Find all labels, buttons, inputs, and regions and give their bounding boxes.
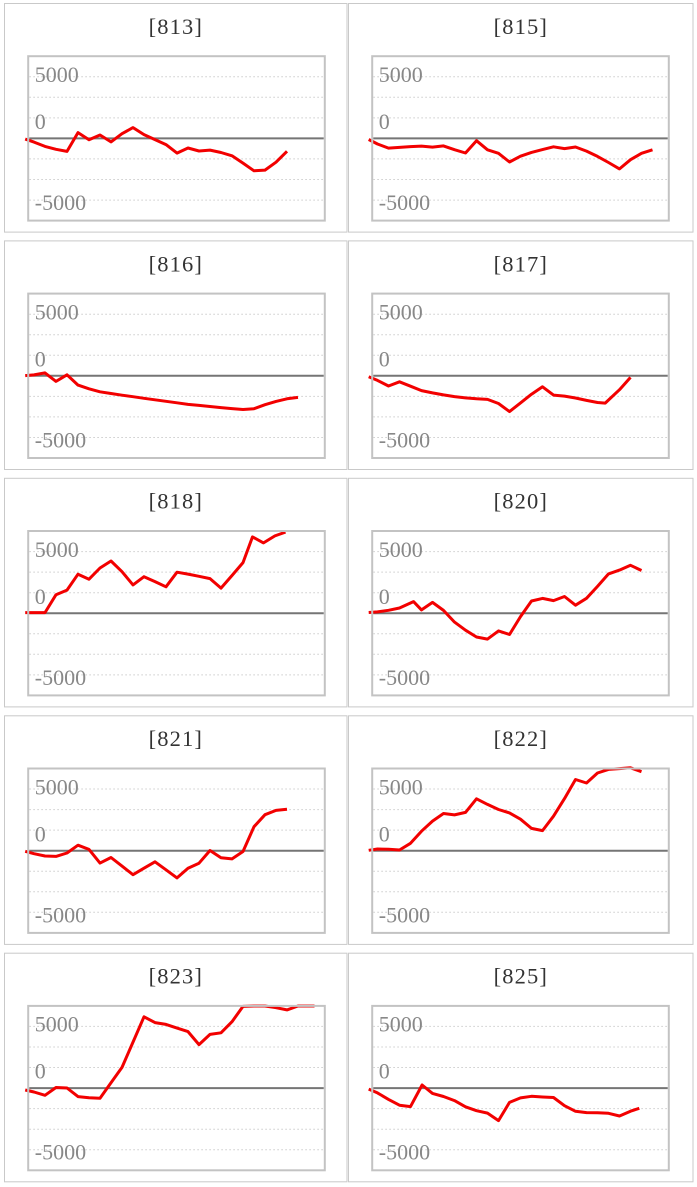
svg-text:5000: 5000 — [35, 774, 79, 799]
svg-text:0: 0 — [379, 346, 390, 371]
svg-text:[817]: [817] — [494, 251, 548, 276]
svg-text:[815]: [815] — [494, 14, 548, 39]
svg-text:5000: 5000 — [379, 1012, 423, 1037]
svg-text:[816]: [816] — [149, 251, 203, 276]
svg-text:0: 0 — [379, 584, 390, 609]
svg-text:5000: 5000 — [35, 537, 79, 562]
svg-text:-5000: -5000 — [379, 427, 430, 452]
svg-text:-5000: -5000 — [379, 902, 430, 927]
svg-text:0: 0 — [379, 1059, 390, 1084]
svg-text:[823]: [823] — [149, 964, 203, 989]
svg-text:5000: 5000 — [35, 62, 79, 87]
svg-text:-5000: -5000 — [35, 902, 86, 927]
svg-text:-5000: -5000 — [35, 665, 86, 690]
svg-text:[813]: [813] — [149, 14, 203, 39]
svg-text:-5000: -5000 — [35, 1140, 86, 1165]
svg-text:[825]: [825] — [494, 964, 548, 989]
svg-text:0: 0 — [35, 821, 46, 846]
svg-text:0: 0 — [379, 109, 390, 134]
svg-text:5000: 5000 — [35, 299, 79, 324]
svg-text:5000: 5000 — [379, 299, 423, 324]
svg-text:0: 0 — [379, 821, 390, 846]
svg-text:5000: 5000 — [379, 774, 423, 799]
svg-text:[822]: [822] — [494, 726, 548, 751]
svg-text:[821]: [821] — [149, 726, 203, 751]
svg-text:5000: 5000 — [35, 1012, 79, 1037]
svg-text:0: 0 — [35, 346, 46, 371]
svg-text:-5000: -5000 — [379, 665, 430, 690]
svg-text:-5000: -5000 — [35, 190, 86, 215]
svg-text:-5000: -5000 — [35, 427, 86, 452]
svg-text:[818]: [818] — [149, 489, 203, 514]
svg-text:[820]: [820] — [494, 489, 548, 514]
svg-text:5000: 5000 — [379, 62, 423, 87]
svg-text:0: 0 — [35, 584, 46, 609]
svg-text:-5000: -5000 — [379, 1140, 430, 1165]
svg-text:0: 0 — [35, 1059, 46, 1084]
svg-text:0: 0 — [35, 109, 46, 134]
svg-text:-5000: -5000 — [379, 190, 430, 215]
svg-text:5000: 5000 — [379, 537, 423, 562]
